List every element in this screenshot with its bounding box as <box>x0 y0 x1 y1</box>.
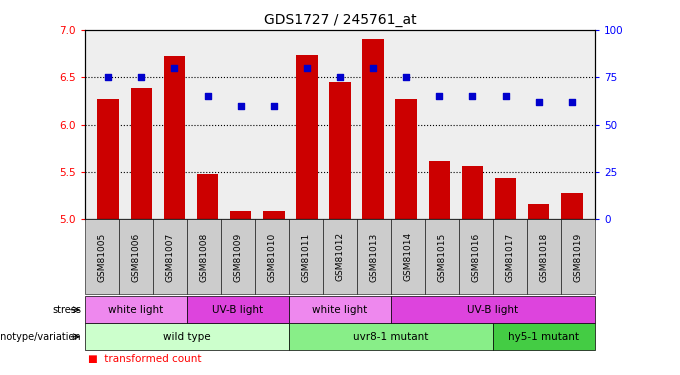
Bar <box>296 55 318 219</box>
Text: stress: stress <box>52 305 82 315</box>
Text: white light: white light <box>312 305 368 315</box>
Text: GSM81016: GSM81016 <box>471 232 481 282</box>
Text: genotype/variation: genotype/variation <box>0 332 82 342</box>
Point <box>467 93 478 99</box>
Bar <box>428 160 450 219</box>
Point <box>533 99 544 105</box>
Point <box>301 65 312 71</box>
Bar <box>230 211 252 219</box>
Bar <box>263 211 284 219</box>
Text: GSM81009: GSM81009 <box>233 232 243 282</box>
Text: GSM81017: GSM81017 <box>505 232 515 282</box>
Text: GSM81015: GSM81015 <box>437 232 447 282</box>
Bar <box>329 82 351 219</box>
Text: GSM81014: GSM81014 <box>403 232 413 281</box>
Text: GSM81008: GSM81008 <box>199 232 209 282</box>
Point <box>500 93 511 99</box>
Point <box>434 93 445 99</box>
Point <box>269 103 279 109</box>
Text: GSM81012: GSM81012 <box>335 232 345 281</box>
Point <box>368 65 379 71</box>
Bar <box>561 193 583 219</box>
Text: GSM81019: GSM81019 <box>573 232 583 282</box>
Bar <box>528 204 549 219</box>
Bar <box>97 99 119 219</box>
Text: GSM81007: GSM81007 <box>165 232 175 282</box>
Text: UV-B light: UV-B light <box>467 305 519 315</box>
Text: hy5-1 mutant: hy5-1 mutant <box>509 332 579 342</box>
Text: wild type: wild type <box>163 332 211 342</box>
Text: white light: white light <box>108 305 164 315</box>
Bar <box>495 178 516 219</box>
Text: UV-B light: UV-B light <box>212 305 264 315</box>
Text: GSM81011: GSM81011 <box>301 232 311 282</box>
Text: GSM81006: GSM81006 <box>131 232 141 282</box>
Point <box>335 74 345 80</box>
Point <box>235 103 246 109</box>
Point <box>103 74 114 80</box>
Text: GSM81005: GSM81005 <box>97 232 107 282</box>
Bar <box>164 56 185 219</box>
Point <box>136 74 147 80</box>
Point <box>169 65 180 71</box>
Point <box>401 74 411 80</box>
Text: GSM81018: GSM81018 <box>539 232 549 282</box>
Text: uvr8-1 mutant: uvr8-1 mutant <box>354 332 428 342</box>
Bar <box>362 39 384 219</box>
Text: GSM81013: GSM81013 <box>369 232 379 282</box>
Bar <box>462 166 483 219</box>
Point <box>566 99 577 105</box>
Bar <box>197 174 218 219</box>
Bar <box>131 88 152 219</box>
Point <box>202 93 213 99</box>
Text: GSM81010: GSM81010 <box>267 232 277 282</box>
Text: ■  transformed count: ■ transformed count <box>88 354 202 364</box>
Bar <box>396 99 417 219</box>
Text: GDS1727 / 245761_at: GDS1727 / 245761_at <box>264 13 416 27</box>
